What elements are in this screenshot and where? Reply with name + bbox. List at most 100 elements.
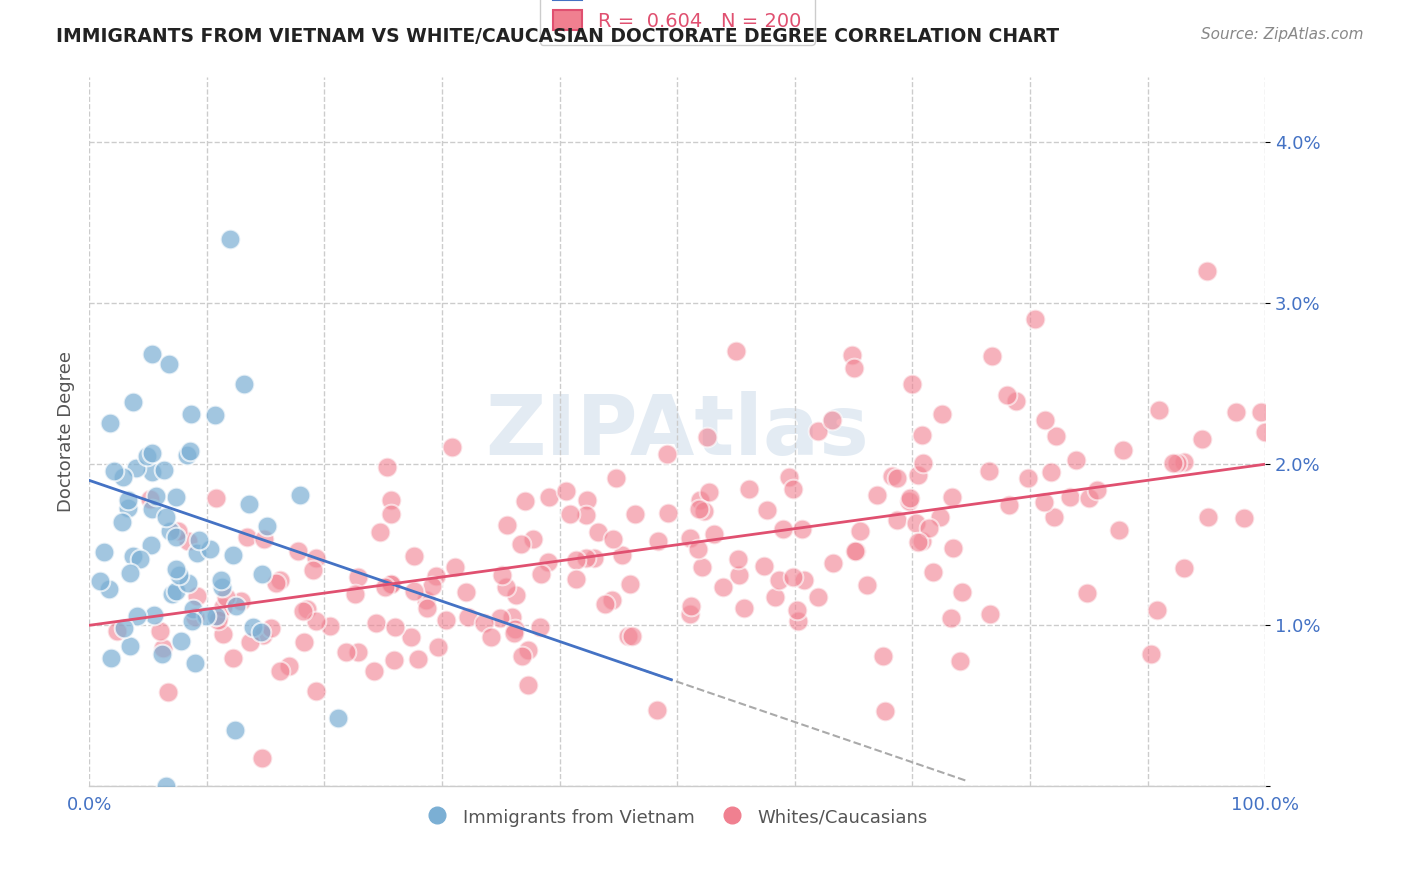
Point (842, 360, 865, 375)
Point (188, 533, 211, 548)
Point (1076, 586, 1098, 600)
Point (292, 604, 315, 618)
Point (619, 577, 641, 591)
Point (165, 583, 187, 598)
Point (98, 416, 121, 430)
Point (180, 407, 202, 421)
Point (287, 543, 309, 558)
Point (1225, 405, 1247, 419)
Point (1059, 491, 1081, 505)
Point (194, 609, 217, 624)
Point (346, 570, 368, 584)
Point (703, 526, 725, 541)
Point (205, 609, 228, 624)
Point (886, 512, 908, 526)
Point (772, 522, 794, 536)
Point (679, 607, 702, 621)
Point (823, 556, 845, 570)
Point (1004, 393, 1026, 408)
Point (224, 723, 246, 737)
Point (136, 449, 159, 463)
Point (380, 577, 402, 591)
Point (129, 552, 152, 566)
Point (713, 580, 735, 594)
Point (100, 650, 122, 665)
Point (456, 585, 478, 599)
Point (901, 376, 924, 391)
Point (600, 593, 623, 607)
Point (1166, 457, 1188, 471)
Point (754, 559, 776, 574)
Point (536, 555, 558, 569)
Point (1108, 523, 1130, 537)
Point (215, 591, 238, 605)
Point (184, 656, 207, 670)
Point (841, 348, 863, 362)
Point (292, 635, 315, 649)
Point (152, 641, 174, 656)
Point (239, 635, 262, 649)
Point (681, 599, 703, 614)
Point (402, 549, 425, 563)
Point (866, 488, 889, 502)
Point (252, 628, 274, 642)
Point (576, 492, 599, 507)
Point (821, 413, 844, 427)
Point (302, 562, 325, 576)
Point (120, 639, 142, 653)
Point (166, 524, 188, 539)
Point (1140, 647, 1163, 661)
Point (141, 347, 163, 361)
Point (880, 468, 903, 483)
Point (374, 580, 396, 594)
Point (122, 394, 145, 409)
Point (621, 629, 644, 643)
Point (145, 489, 167, 503)
Point (149, 624, 172, 638)
Point (242, 620, 264, 634)
Point (165, 530, 187, 544)
Point (344, 587, 367, 601)
Point (138, 491, 160, 506)
Point (942, 541, 965, 556)
Point (364, 615, 387, 630)
Point (1173, 561, 1195, 575)
Y-axis label: Doctorate Degree: Doctorate Degree (58, 351, 75, 513)
Point (612, 548, 634, 562)
Point (125, 609, 148, 624)
Legend: Immigrants from Vietnam, Whites/Caucasians: Immigrants from Vietnam, Whites/Caucasia… (419, 800, 935, 834)
Point (288, 488, 311, 502)
Point (907, 467, 929, 482)
Point (931, 407, 953, 421)
Point (538, 490, 561, 504)
Point (122, 549, 145, 563)
Point (231, 593, 253, 607)
Point (1077, 491, 1099, 505)
Point (1040, 465, 1063, 479)
Point (768, 573, 790, 587)
Point (404, 583, 426, 598)
Point (505, 588, 527, 602)
Point (1147, 403, 1170, 417)
Point (688, 501, 710, 516)
Point (1087, 483, 1109, 497)
Point (898, 491, 921, 505)
Point (738, 482, 761, 496)
Point (554, 483, 576, 498)
Point (1042, 509, 1064, 524)
Point (696, 430, 718, 444)
Point (179, 443, 201, 458)
Point (157, 685, 180, 699)
Point (1161, 456, 1184, 470)
Point (184, 610, 207, 624)
Point (211, 580, 233, 594)
Point (911, 534, 934, 549)
Point (582, 551, 605, 566)
Point (209, 573, 232, 587)
Point (401, 630, 423, 644)
Point (177, 576, 200, 591)
Point (120, 566, 142, 580)
Point (1146, 603, 1168, 617)
Point (786, 602, 808, 616)
Point (679, 532, 702, 546)
